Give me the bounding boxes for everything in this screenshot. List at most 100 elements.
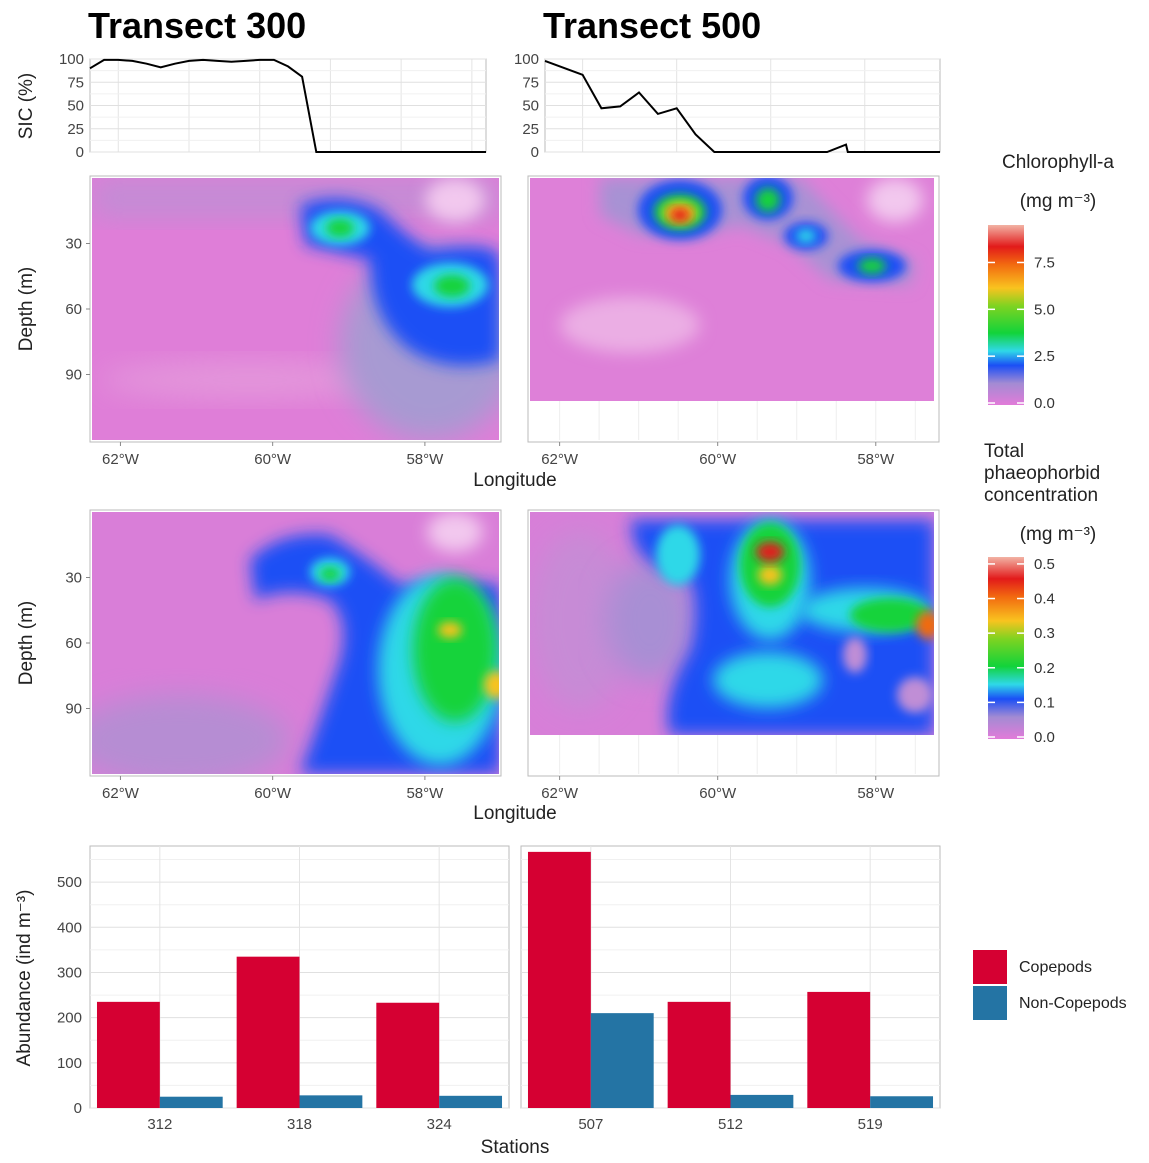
legend-phaeo-title-3: concentration (984, 485, 1098, 506)
heatmap-patch (656, 525, 700, 585)
lon-tick-label: 60°W (254, 451, 292, 468)
station-tick-label: 507 (578, 1116, 603, 1133)
lon-tick-label: 58°W (406, 451, 444, 468)
heatmap-patch (484, 671, 499, 699)
abundance-tick-label: 500 (57, 874, 82, 891)
lon-tick-label: 60°W (254, 785, 292, 802)
abundance-tick-label: 400 (57, 919, 82, 936)
legend-phaeo-tick-label: 0.3 (1034, 625, 1055, 642)
legend-chlorophyll: Chlorophyll-a (mg m⁻³) 7.5 5.0 2.5 0.0 (988, 152, 1114, 412)
bar-500-noncopepods-507 (590, 1013, 654, 1108)
sic-tick-label: 100 (59, 51, 84, 68)
heatmap-patch (320, 567, 340, 581)
heatmap-patch (897, 677, 933, 713)
title-transect-300: Transect 300 (88, 5, 306, 46)
sic-panel-500: 0 25 50 75 100 (514, 51, 941, 161)
bar-300-copepods-312 (96, 1001, 160, 1108)
depth-tick-label: 90 (65, 701, 82, 718)
lon-tick-label: 62°W (102, 785, 140, 802)
legend-chl-tick-label: 2.5 (1034, 348, 1055, 365)
depth-tick-label: 30 (65, 570, 82, 587)
panel-border (527, 509, 940, 777)
heatmap-patch (413, 578, 497, 722)
sic-tick-label: 50 (67, 98, 84, 115)
bar-500-copepods-512 (667, 1001, 731, 1108)
abundance-tick-label: 0 (74, 1100, 82, 1117)
heatmap-patch (425, 178, 485, 222)
heatmap-patch (756, 542, 784, 562)
legend-phaeo-tick-label: 0.2 (1034, 660, 1055, 677)
depth-tick-label: 60 (65, 301, 82, 318)
sic-tick-label: 25 (67, 121, 84, 138)
bar-panel-300: 312 318 324 0 100 200 300 400 500 (57, 845, 510, 1133)
sic-tick-label: 0 (76, 144, 84, 161)
legend-chl-unit: (mg m⁻³) (1020, 191, 1097, 212)
longitude-axis-label-bottom: Longitude (473, 803, 556, 824)
heatmap-patch (670, 208, 690, 222)
panel-border (527, 175, 940, 443)
station-tick-label: 312 (147, 1116, 172, 1133)
legend-phaeo-unit: (mg m⁻³) (1020, 524, 1097, 545)
station-tick-label: 318 (287, 1116, 312, 1133)
sic-tick-label: 75 (522, 74, 539, 91)
lon-tick-label: 58°W (857, 451, 895, 468)
heatmap-patch (796, 229, 816, 243)
lon-tick-label: 58°W (857, 785, 895, 802)
legend-phaeo-title-2: phaeophorbid (984, 463, 1100, 484)
heatmap-patch (713, 652, 823, 708)
abundance-tick-label: 100 (57, 1055, 82, 1072)
legend-chl-tick-label: 0.0 (1034, 395, 1055, 412)
heatmap-patch (916, 611, 934, 639)
depth-tick-label: 30 (65, 236, 82, 253)
heatmap-patch (850, 598, 930, 632)
legend-abundance: Copepods Non-Copepods (973, 950, 1127, 1020)
bar-300-noncopepods-324 (439, 1095, 503, 1108)
heatmap-patch (843, 637, 867, 673)
sic-tick-label: 0 (531, 144, 539, 161)
heatmap-patch (867, 178, 923, 222)
sic-tick-label: 100 (514, 51, 539, 68)
lon-tick-label: 62°W (541, 785, 579, 802)
lon-tick-label: 58°W (406, 785, 444, 802)
title-transect-500: Transect 500 (543, 5, 761, 46)
bar-500-noncopepods-512 (730, 1094, 794, 1108)
heatmap-phaeo-500 (527, 509, 940, 777)
heatmap-patch (560, 297, 700, 353)
station-tick-label: 324 (427, 1116, 452, 1133)
bar-500-copepods-507 (527, 851, 591, 1108)
sic-axis-label: SIC (%) (16, 73, 37, 140)
legend-phaeo-ticks: 0.5 0.4 0.3 0.2 0.1 0.0 (988, 556, 1055, 746)
heatmap-patch (756, 188, 780, 212)
depth-tick-label: 60 (65, 635, 82, 652)
legend-copepods-label: Copepods (1019, 959, 1092, 976)
legend-copepods-swatch (973, 950, 1007, 984)
legend-noncopepods-label: Non-Copepods (1019, 995, 1127, 1012)
legend-phaeo-colorbar (988, 557, 1024, 739)
heatmap-patch (758, 565, 782, 585)
lon-tick-label: 62°W (102, 451, 140, 468)
depth-axis-label-top: Depth (m) (16, 267, 37, 351)
bar-panel-500: 507 512 519 (520, 845, 941, 1133)
heatmap-patch (434, 275, 470, 297)
legend-phaeo-tick-label: 0.0 (1034, 729, 1055, 746)
heatmap-patch (858, 258, 886, 274)
legend-chl-tick-label: 5.0 (1034, 301, 1055, 318)
abundance-tick-label: 300 (57, 964, 82, 981)
heatmap-chl-500 (527, 175, 940, 443)
sic-tick-label: 25 (522, 121, 539, 138)
bar-300-noncopepods-312 (159, 1096, 223, 1108)
legend-chl-ticks: 7.5 5.0 2.5 0.0 (988, 254, 1055, 412)
depth-tick-label: 90 (65, 367, 82, 384)
bar-300-copepods-324 (376, 1002, 440, 1108)
bar-300-noncopepods-318 (299, 1095, 363, 1108)
lon-tick-label: 60°W (699, 785, 737, 802)
sic-series-line-300 (89, 58, 486, 153)
lon-tick-label: 60°W (699, 451, 737, 468)
lon-tick-label: 62°W (541, 451, 579, 468)
heatmap-phaeo-300 (89, 509, 502, 777)
heatmap-chl-300 (89, 175, 502, 443)
legend-phaeophorbid: Total phaeophorbid concentration (mg m⁻³… (984, 441, 1100, 746)
legend-phaeo-tick-label: 0.1 (1034, 694, 1055, 711)
heatmap-patch (530, 530, 630, 710)
heatmap-patch (605, 560, 695, 680)
